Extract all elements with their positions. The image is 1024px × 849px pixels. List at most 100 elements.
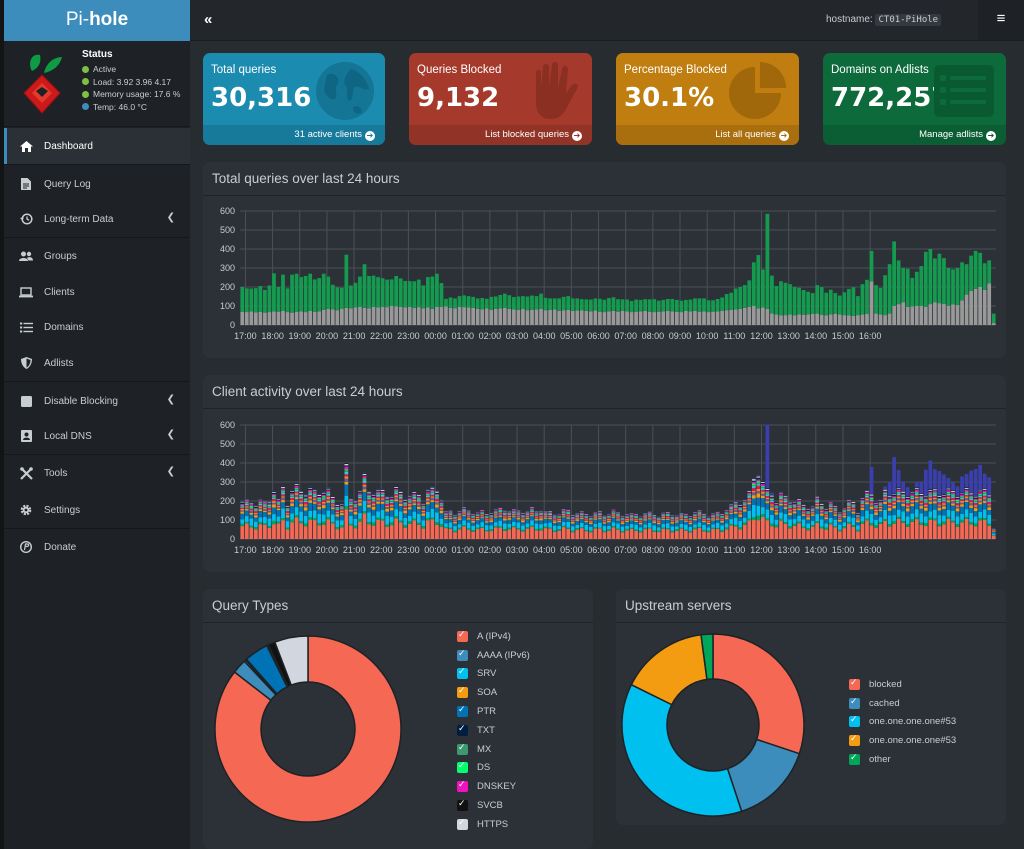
bar-permitted[interactable] (403, 280, 408, 308)
client-bar-segment[interactable] (534, 523, 539, 530)
client-bar-segment[interactable] (389, 496, 394, 498)
client-bar-segment[interactable] (837, 529, 842, 532)
client-bar-segment[interactable] (521, 517, 525, 519)
client-bar-segment[interactable] (276, 502, 281, 504)
client-bar-segment[interactable] (874, 503, 878, 505)
client-bar-segment[interactable] (733, 503, 738, 506)
legend-checkbox[interactable] (849, 714, 860, 728)
client-bar-segment[interactable] (317, 525, 322, 539)
bar-blocked[interactable] (303, 312, 308, 325)
client-bar-segment[interactable] (910, 495, 915, 497)
client-bar-segment[interactable] (561, 511, 566, 513)
client-bar-segment[interactable] (240, 513, 245, 520)
client-bar-segment[interactable] (584, 517, 589, 518)
client-bar-segment[interactable] (294, 491, 299, 494)
client-bar-segment[interactable] (937, 494, 942, 496)
client-bar-segment[interactable] (552, 521, 557, 524)
query-types-donut[interactable] (208, 629, 408, 839)
bar-permitted[interactable] (960, 262, 964, 301)
client-bar-segment[interactable] (299, 501, 303, 505)
client-bar-segment[interactable] (317, 495, 322, 497)
client-bar-segment[interactable] (819, 511, 824, 514)
client-bar-segment[interactable] (733, 511, 738, 514)
bar-blocked[interactable] (561, 310, 566, 325)
client-bar-segment[interactable] (878, 517, 883, 523)
client-bar-segment[interactable] (272, 514, 276, 521)
client-bar-segment[interactable] (697, 522, 702, 527)
client-bar-segment[interactable] (272, 492, 276, 495)
client-bar-segment[interactable] (362, 473, 367, 476)
client-bar-segment[interactable] (466, 516, 471, 519)
client-bar-segment[interactable] (516, 514, 521, 516)
client-bar-segment[interactable] (389, 525, 394, 539)
client-bar-segment[interactable] (797, 521, 801, 524)
client-bar-segment[interactable] (738, 516, 743, 521)
client-bar-segment[interactable] (824, 509, 829, 511)
bar-blocked[interactable] (498, 308, 503, 325)
client-bar-segment[interactable] (489, 531, 494, 539)
client-bar-segment[interactable] (339, 510, 344, 512)
client-bar-segment[interactable] (706, 524, 711, 528)
client-bar-segment[interactable] (973, 508, 978, 512)
client-bar-segment[interactable] (779, 492, 783, 493)
client-bar-segment[interactable] (303, 496, 308, 498)
client-bar-segment[interactable] (276, 516, 281, 522)
client-bar-segment[interactable] (991, 533, 996, 535)
client-bar-segment[interactable] (430, 500, 435, 503)
bar-blocked[interactable] (575, 310, 580, 325)
client-bar-segment[interactable] (471, 519, 476, 521)
legend-item[interactable]: DNSKEY (457, 777, 530, 796)
bar-blocked[interactable] (860, 314, 865, 325)
bar-permitted[interactable] (498, 294, 503, 309)
client-bar-segment[interactable] (349, 506, 353, 508)
client-bar-segment[interactable] (593, 518, 598, 520)
client-bar-segment[interactable] (534, 518, 539, 521)
bar-permitted[interactable] (788, 284, 792, 315)
client-bar-segment[interactable] (978, 490, 983, 492)
client-bar-segment[interactable] (281, 494, 285, 497)
client-bar-segment[interactable] (407, 500, 412, 502)
client-bar-segment[interactable] (765, 424, 770, 489)
client-bar-segment[interactable] (969, 470, 973, 493)
bar-blocked[interactable] (308, 310, 313, 325)
slice-a-ipv4-[interactable] (214, 635, 402, 823)
client-bar-segment[interactable] (240, 508, 245, 511)
client-bar-segment[interactable] (358, 495, 362, 497)
client-bar-segment[interactable] (498, 514, 503, 516)
client-bar-segment[interactable] (643, 524, 648, 528)
client-bar-segment[interactable] (407, 497, 412, 499)
client-bar-segment[interactable] (498, 516, 503, 521)
client-bar-segment[interactable] (865, 495, 869, 498)
client-bar-segment[interactable] (969, 502, 973, 504)
client-bar-segment[interactable] (430, 492, 435, 495)
client-bar-segment[interactable] (385, 503, 389, 506)
client-bar-segment[interactable] (969, 496, 973, 498)
client-bar-segment[interactable] (901, 496, 906, 499)
legend-item[interactable]: AAAA (IPv6) (457, 646, 530, 665)
client-bar-segment[interactable] (801, 508, 806, 509)
client-bar-segment[interactable] (462, 514, 466, 516)
client-bar-segment[interactable] (661, 517, 666, 519)
client-bar-segment[interactable] (258, 501, 263, 503)
client-bar-segment[interactable] (892, 515, 897, 521)
client-bar-segment[interactable] (426, 500, 430, 503)
bar-permitted[interactable] (792, 287, 797, 316)
client-bar-segment[interactable] (344, 474, 349, 477)
client-bar-segment[interactable] (887, 507, 892, 511)
client-bar-segment[interactable] (249, 505, 254, 507)
client-bar-segment[interactable] (276, 500, 281, 502)
client-bar-segment[interactable] (308, 519, 313, 539)
client-bar-segment[interactable] (973, 501, 978, 503)
client-bar-segment[interactable] (607, 519, 611, 521)
client-bar-segment[interactable] (797, 509, 801, 516)
client-bar-segment[interactable] (955, 526, 960, 539)
client-bar-segment[interactable] (801, 505, 806, 506)
upstream-servers-donut[interactable] (621, 627, 821, 827)
bar-permitted[interactable] (697, 298, 702, 312)
client-bar-segment[interactable] (982, 493, 987, 494)
client-bar-segment[interactable] (539, 514, 543, 516)
client-bar-segment[interactable] (598, 518, 602, 520)
client-bar-segment[interactable] (765, 509, 770, 519)
client-bar-segment[interactable] (521, 513, 525, 514)
client-bar-segment[interactable] (724, 510, 729, 512)
